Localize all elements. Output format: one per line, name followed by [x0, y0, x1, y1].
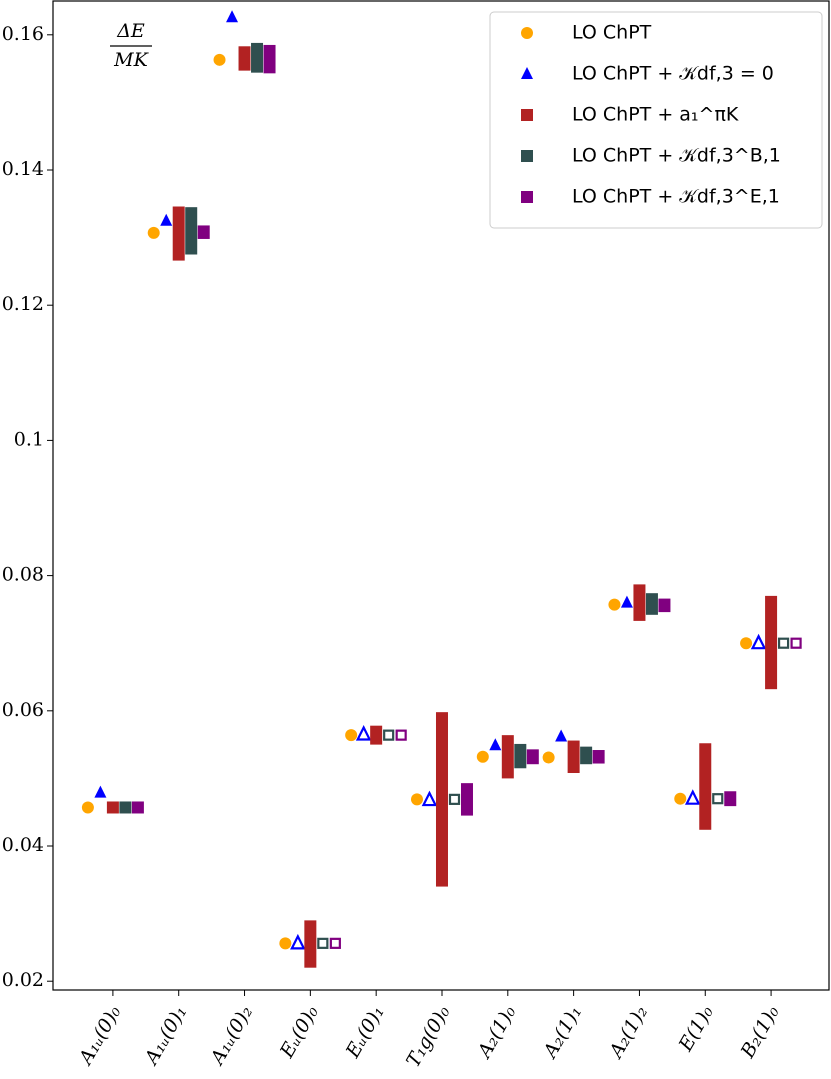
- legend-label: LO ChPT + 𝒦df,3^E,1: [572, 186, 780, 208]
- point: [521, 27, 533, 39]
- point: [238, 46, 251, 71]
- y-tick-label: 0.1: [14, 428, 44, 450]
- point: [395, 729, 407, 741]
- point: [119, 801, 132, 814]
- y-tick-label: 0.02: [2, 969, 44, 991]
- point: [355, 725, 372, 741]
- point: [317, 937, 329, 949]
- point: [724, 791, 737, 807]
- point: [383, 729, 395, 741]
- point: [147, 226, 160, 239]
- point: [435, 712, 448, 887]
- point: [329, 937, 341, 949]
- point: [197, 225, 210, 239]
- legend-label: LO ChPT + 𝒦df,3^B,1: [572, 145, 781, 167]
- point: [94, 785, 107, 798]
- point: [81, 801, 94, 814]
- point: [592, 750, 605, 764]
- point: [712, 793, 724, 805]
- point: [421, 790, 438, 807]
- point: [608, 598, 621, 611]
- annotation-denominator: MK: [113, 49, 149, 71]
- point: [106, 801, 119, 814]
- point: [345, 729, 358, 742]
- point: [460, 783, 473, 816]
- y-tick-label: 0.06: [2, 699, 44, 721]
- point: [304, 920, 317, 968]
- point: [542, 751, 555, 764]
- point: [521, 67, 533, 79]
- point: [740, 637, 753, 650]
- annotation-numerator: ΔE: [116, 20, 145, 42]
- x-tick-label: Eᵤ(0)₀: [275, 1002, 323, 1063]
- point: [185, 207, 198, 255]
- legend-box: [489, 11, 823, 229]
- point: [213, 53, 226, 66]
- point: [521, 109, 533, 121]
- y-tick-label: 0.16: [2, 23, 44, 45]
- x-tick-label: A₂(1)₂: [604, 1002, 652, 1063]
- legend-label: LO ChPT: [572, 22, 652, 44]
- x-tick-label: A₁ᵤ(0)₁: [140, 1002, 192, 1070]
- y-tick-label: 0.14: [2, 158, 44, 180]
- point: [131, 801, 144, 814]
- point: [279, 937, 292, 950]
- point: [658, 598, 671, 613]
- x-tick-label: A₂(1)₀: [472, 1002, 520, 1063]
- point: [699, 743, 712, 830]
- y-tick-label: 0.04: [2, 834, 44, 856]
- y-tick-label: 0.08: [2, 564, 44, 586]
- point: [263, 44, 276, 74]
- x-tick-label: A₁ᵤ(0)₂: [205, 1002, 257, 1070]
- point: [290, 933, 306, 950]
- point: [580, 746, 593, 765]
- point: [620, 595, 633, 608]
- point: [684, 789, 701, 805]
- point: [501, 735, 514, 779]
- point: [514, 743, 527, 769]
- point: [777, 637, 790, 649]
- x-tick-label: Eᵤ(0)₁: [341, 1002, 389, 1062]
- point: [633, 584, 646, 621]
- point: [555, 729, 568, 742]
- x-tick-label: A₂(1)₁: [538, 1002, 586, 1063]
- point: [521, 150, 533, 162]
- point: [674, 792, 687, 805]
- x-tick-label: B₂(1)₀: [736, 1002, 784, 1063]
- point: [160, 213, 173, 226]
- point: [521, 191, 533, 203]
- point: [226, 10, 239, 23]
- point: [567, 740, 580, 774]
- point: [765, 595, 778, 690]
- legend-label: LO ChPT + 𝒦df,3 = 0: [572, 63, 774, 85]
- legend-label: LO ChPT + a₁^πK: [572, 104, 739, 126]
- point: [448, 793, 461, 805]
- point: [790, 637, 802, 649]
- y-tick-label: 0.12: [2, 293, 44, 315]
- point: [172, 206, 185, 261]
- x-tick-label: E(1)₀: [674, 1002, 718, 1056]
- x-tick-label: A₁ᵤ(0)₀: [74, 1002, 126, 1070]
- x-tick-label: T₁g(0)₀: [402, 1002, 455, 1071]
- point: [750, 633, 767, 650]
- point: [251, 42, 264, 73]
- point: [526, 749, 539, 765]
- point: [410, 793, 423, 806]
- point: [645, 593, 658, 615]
- point: [370, 725, 383, 745]
- point: [489, 738, 502, 751]
- point: [476, 750, 489, 763]
- plot-frame: [52, 0, 830, 991]
